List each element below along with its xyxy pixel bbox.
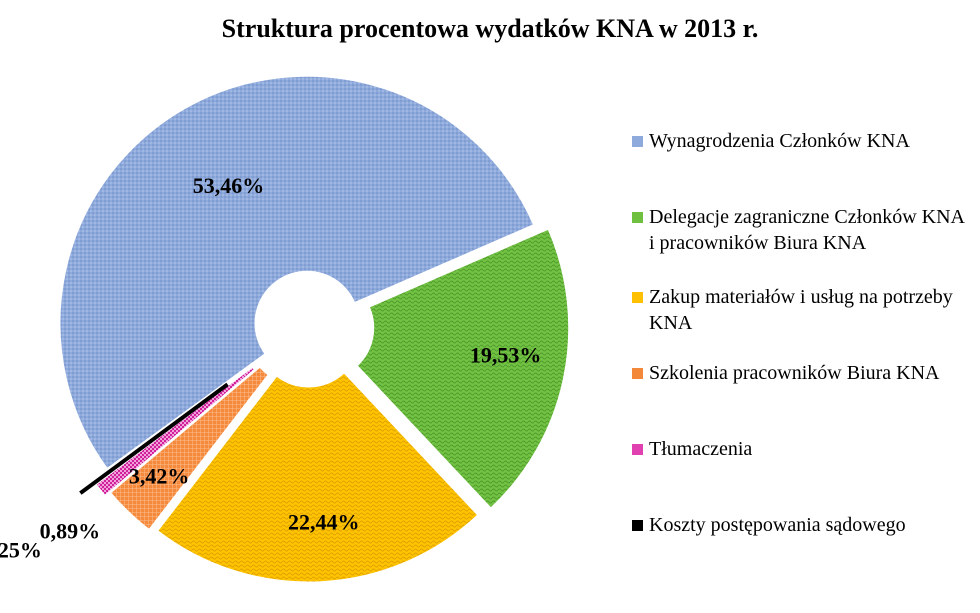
- legend-label: Wynagrodzenia Członków KNA: [649, 130, 910, 152]
- pie-slice-5: [95, 366, 255, 497]
- legend-label: Zakup materiałów i usług na potrzeby KNA: [649, 286, 953, 334]
- slice-value-label-2: 19,53%: [470, 343, 542, 368]
- slice-value-label-3: 22,44%: [288, 509, 360, 534]
- legend-swatch-icon: [632, 292, 643, 303]
- legend-label: Koszty postępowania sądowego: [649, 514, 906, 536]
- legend-swatch-icon: [632, 368, 643, 379]
- pie-slice-2: [356, 228, 570, 509]
- pie-slice-4: [110, 366, 269, 531]
- pie-slices: [59, 75, 570, 583]
- pie-slice-1: [59, 75, 535, 470]
- legend-swatch-icon: [632, 520, 643, 531]
- slice-value-label-6: 0,25%: [0, 538, 42, 563]
- legend-swatch-icon: [632, 136, 643, 147]
- legend-label: Delegacje zagraniczne Członków KNA i pra…: [649, 206, 964, 254]
- pie-labels: 53,46% 19,53% 22,44% 3,42% 0,89%0,25%: [0, 173, 541, 562]
- legend-label: Szkolenia pracowników Biura KNA: [649, 362, 940, 384]
- slice-value-label-4: 3,42%: [129, 463, 190, 488]
- legend-label: Tłumaczenia: [649, 438, 753, 460]
- pie-slice-3: [157, 372, 479, 583]
- legend-swatch-icon: [632, 212, 643, 223]
- slice-value-label-5: 0,89%: [40, 519, 101, 544]
- pie-slice-6: [79, 382, 229, 495]
- legend-swatch-icon: [632, 444, 643, 455]
- chart-title: Struktura procentowa wydatków KNA w 2013…: [221, 14, 759, 43]
- slice-value-label-1: 53,46%: [193, 173, 265, 198]
